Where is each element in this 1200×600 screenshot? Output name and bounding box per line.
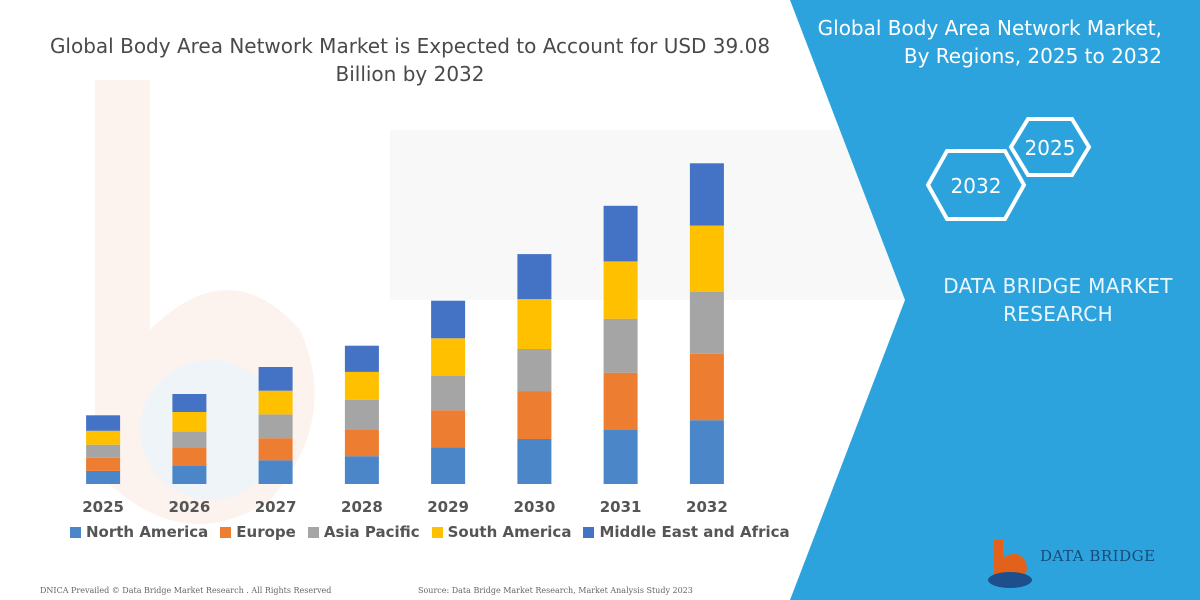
bar-2032-europe [689,353,724,421]
bar-2027-middle-east-and-africa [258,367,293,391]
bar-2031-north-america [603,430,638,484]
bar-2031-middle-east-and-africa [603,205,638,262]
watermark-text [390,130,910,300]
bar-2027-asia-pacific [258,414,293,439]
bar-2032-middle-east-and-africa [689,163,724,226]
x-tick-label-2025: 2025 [82,498,124,516]
bar-2028-middle-east-and-africa [344,345,379,372]
footer-copyright: DNICA Prevailed © Data Bridge Market Res… [40,586,332,595]
bar-2027-europe [258,438,293,461]
bar-2026-north-america [172,466,207,484]
legend-label: Asia Pacific [323,523,420,541]
side-panel-title-line1: Global Body Area Network Market, [817,16,1162,40]
bar-2025-asia-pacific [86,444,121,458]
x-tick-label-2030: 2030 [514,498,556,516]
chart-x-axis: 2025 2026 2027 2028 2029 2030 2031 2032 [82,498,728,516]
x-tick-label-2031: 2031 [600,498,642,516]
legend-swatch [431,526,443,538]
x-tick-label-2029: 2029 [427,498,469,516]
hex-badge-2025: 2025 [1008,117,1092,177]
brand-name: DATA BRIDGE MARKET RESEARCH [918,272,1198,328]
bar-2028-asia-pacific [344,399,379,430]
bar-2031-asia-pacific [603,318,638,373]
legend-label: South America [447,523,572,541]
bar-2029-north-america [431,447,466,484]
x-tick-label-2028: 2028 [341,498,383,516]
bar-2032-south-america [689,225,724,292]
bar-2030-middle-east-and-africa [517,254,552,300]
brand-logo-icon [988,540,1032,588]
bar-2030-north-america [517,439,552,484]
side-panel-background [790,0,1200,600]
bar-2029-europe [431,410,466,448]
bar-2028-north-america [344,456,379,484]
bar-2025-north-america [86,470,121,484]
bar-2030-asia-pacific [517,349,552,392]
bar-2032-north-america [689,420,724,484]
bar-2031-south-america [603,261,638,319]
chart-bars [86,163,724,484]
x-tick-label-2032: 2032 [686,498,728,516]
bar-2031-europe [603,372,638,430]
side-panel-title-line2: By Regions, 2025 to 2032 [903,44,1162,68]
bar-2027-north-america [258,460,293,484]
legend-label: North America [86,523,209,541]
footer-source: Source: Data Bridge Market Research, Mar… [418,586,693,595]
brand-name-line1: DATA BRIDGE MARKET [943,274,1173,298]
bar-2026-middle-east-and-africa [172,394,207,412]
brand-name-line2: RESEARCH [1003,302,1113,326]
legend-item-north-america: North America [70,523,208,541]
x-tick-label-2026: 2026 [169,498,211,516]
bar-2029-middle-east-and-africa [431,300,466,339]
legend-item-south-america: South America [431,523,572,541]
bar-2032-asia-pacific [689,291,724,354]
side-panel-title: Global Body Area Network Market, By Regi… [782,14,1162,70]
legend-item-europe: Europe [220,523,296,541]
hex-badge-2025-label: 2025 [1025,136,1076,160]
bar-2027-south-america [258,390,293,415]
bar-2026-asia-pacific [172,431,207,448]
hex-badge-2032-label: 2032 [951,174,1002,198]
bar-2029-south-america [431,338,466,376]
x-tick-label-2027: 2027 [255,498,297,516]
legend-label: Middle East and Africa [599,523,790,541]
bar-2025-europe [86,457,121,471]
bar-2026-europe [172,448,207,466]
bar-2029-asia-pacific [431,376,466,411]
legend-swatch [307,526,319,538]
bar-2030-south-america [517,299,552,349]
legend-swatch [220,526,232,538]
legend-swatch [70,526,81,538]
bar-2030-europe [517,391,552,439]
logo-wordmark: DATA BRIDGE [1040,547,1156,565]
chart-title: Global Body Area Network Market is Expec… [49,34,771,86]
bar-2025-middle-east-and-africa [86,415,121,431]
hex-badge-2032: 2032 [925,149,1027,221]
bar-2028-south-america [344,371,379,400]
bar-2025-south-america [86,430,121,445]
legend-item-middle-east-and-africa: Middle East and Africa [583,523,790,541]
bar-2028-europe [344,430,379,457]
legend-label: Europe [236,523,296,541]
legend-item-asia-pacific: Asia Pacific [307,523,420,541]
chart-legend: North America Europe Asia Pacific South Ame… [70,523,790,541]
legend-swatch [583,526,595,538]
bar-2026-south-america [172,412,207,432]
